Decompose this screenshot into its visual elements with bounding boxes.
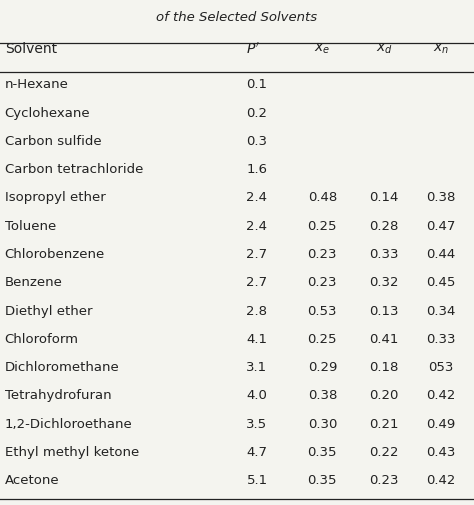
Text: 0.42: 0.42 [426,389,456,402]
Text: 0.38: 0.38 [426,191,456,205]
Text: 0.45: 0.45 [426,276,456,289]
Text: $x_d$: $x_d$ [375,42,392,57]
Text: 3.1: 3.1 [246,361,268,374]
Text: $x_n$: $x_n$ [433,42,449,57]
Text: 0.20: 0.20 [369,389,399,402]
Text: 1,2-Dichloroethane: 1,2-Dichloroethane [5,418,133,431]
Text: 0.13: 0.13 [369,305,399,318]
Text: 0.30: 0.30 [308,418,337,431]
Text: 053: 053 [428,361,454,374]
Text: 0.41: 0.41 [369,333,399,346]
Text: 0.23: 0.23 [308,248,337,261]
Text: 2.7: 2.7 [246,248,268,261]
Text: Tetrahydrofuran: Tetrahydrofuran [5,389,111,402]
Text: 4.0: 4.0 [246,389,267,402]
Text: Cyclohexane: Cyclohexane [5,107,91,120]
Text: 0.48: 0.48 [308,191,337,205]
Text: Dichloromethane: Dichloromethane [5,361,119,374]
Text: 0.35: 0.35 [308,474,337,487]
Text: Isopropyl ether: Isopropyl ether [5,191,106,205]
Text: 0.33: 0.33 [426,333,456,346]
Text: Diethyl ether: Diethyl ether [5,305,92,318]
Text: $P'$: $P'$ [246,42,260,57]
Text: 0.47: 0.47 [426,220,456,233]
Text: 0.14: 0.14 [369,191,399,205]
Text: 0.25: 0.25 [308,220,337,233]
Text: 5.1: 5.1 [246,474,268,487]
Text: Chlorobenzene: Chlorobenzene [5,248,105,261]
Text: 0.1: 0.1 [246,78,267,91]
Text: 0.53: 0.53 [308,305,337,318]
Text: Chloroform: Chloroform [5,333,79,346]
Text: 0.33: 0.33 [369,248,399,261]
Text: 0.28: 0.28 [369,220,399,233]
Text: 2.7: 2.7 [246,276,268,289]
Text: 0.22: 0.22 [369,446,399,459]
Text: 0.23: 0.23 [369,474,399,487]
Text: 4.7: 4.7 [246,446,267,459]
Text: 2.8: 2.8 [246,305,267,318]
Text: 0.34: 0.34 [426,305,456,318]
Text: 0.23: 0.23 [308,276,337,289]
Text: 0.29: 0.29 [308,361,337,374]
Text: 1.6: 1.6 [246,163,267,176]
Text: Toluene: Toluene [5,220,56,233]
Text: 0.38: 0.38 [308,389,337,402]
Text: Acetone: Acetone [5,474,59,487]
Text: 0.2: 0.2 [246,107,267,120]
Text: 0.18: 0.18 [369,361,399,374]
Text: 0.32: 0.32 [369,276,399,289]
Text: 0.35: 0.35 [308,446,337,459]
Text: 0.21: 0.21 [369,418,399,431]
Text: 0.42: 0.42 [426,474,456,487]
Text: 0.49: 0.49 [426,418,456,431]
Text: Solvent: Solvent [5,42,57,56]
Text: 0.25: 0.25 [308,333,337,346]
Text: 0.3: 0.3 [246,135,267,148]
Text: 0.43: 0.43 [426,446,456,459]
Text: of the Selected Solvents: of the Selected Solvents [156,11,318,24]
Text: Carbon tetrachloride: Carbon tetrachloride [5,163,143,176]
Text: 4.1: 4.1 [246,333,267,346]
Text: 3.5: 3.5 [246,418,268,431]
Text: n-Hexane: n-Hexane [5,78,69,91]
Text: 2.4: 2.4 [246,220,267,233]
Text: Carbon sulfide: Carbon sulfide [5,135,101,148]
Text: 2.4: 2.4 [246,191,267,205]
Text: Benzene: Benzene [5,276,63,289]
Text: 0.44: 0.44 [426,248,456,261]
Text: $x_e$: $x_e$ [314,42,330,57]
Text: Ethyl methyl ketone: Ethyl methyl ketone [5,446,139,459]
